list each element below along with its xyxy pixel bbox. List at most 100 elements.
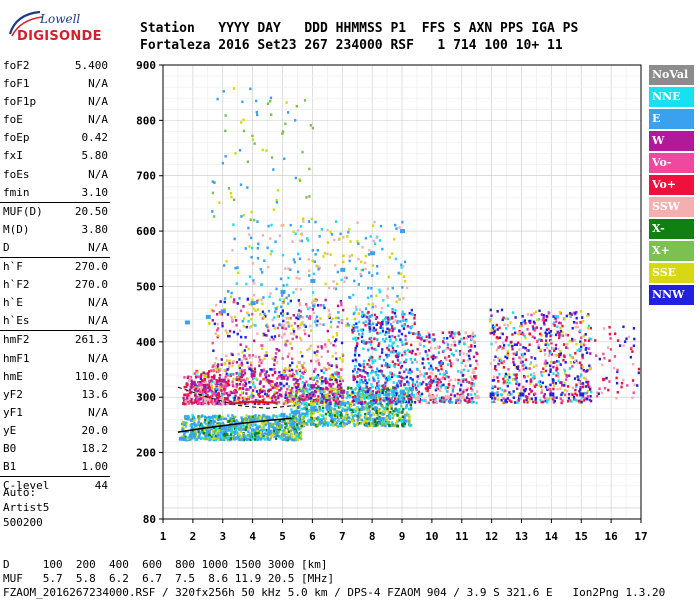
echo-point [370,401,374,404]
echo-point [465,352,469,356]
echo-point [366,371,369,375]
echo-point [304,412,307,416]
echo-point [364,379,367,382]
echo-point [255,99,258,103]
echo-point [408,368,412,371]
echo-point [209,390,212,393]
echo-point [306,410,309,413]
echo-point [490,314,493,318]
echo-point [370,340,373,343]
echo-point [415,388,418,392]
echo-point [430,381,434,384]
echo-point [379,421,383,425]
echo-point [285,431,288,435]
echo-point [297,327,300,330]
echo-point [313,298,317,301]
echo-point [345,411,348,415]
echo-point [356,375,359,378]
echo-point [578,361,582,365]
echo-point [335,333,339,337]
echo-point [313,402,316,405]
echo-point [276,387,279,390]
echo-point [222,417,226,421]
param-separator [0,330,110,332]
echo-point [433,338,436,341]
echo-point [373,424,376,428]
echo-point [301,320,304,324]
echo-point [631,396,634,400]
echo-point [255,430,258,434]
echo-point [253,282,256,285]
echo-point [254,355,257,358]
echo-point [364,315,367,318]
echo-point [340,368,343,371]
echo-point [368,358,371,362]
echo-point [286,427,290,431]
echo-point [314,389,317,393]
echo-point [398,361,402,364]
echo-point [324,401,328,404]
echo-point [249,87,252,91]
echo-point [427,376,430,379]
echo-point [269,429,273,433]
echo-point [246,311,249,315]
echo-point [297,433,300,436]
echo-point [442,337,446,340]
param-value: 20.50 [74,204,108,218]
echo-point [389,401,392,404]
echo-point [502,381,505,385]
echo-point [584,377,588,381]
echo-point [380,424,383,427]
echo-point [498,359,501,363]
echo-point [228,359,231,363]
echo-point [239,309,243,313]
echo-point [237,397,241,400]
echo-point [368,327,372,331]
param-row: yF2 13.6 [0,386,112,404]
echo-point [281,132,284,135]
echo-point [231,380,234,384]
echo-point [341,352,344,356]
echo-point [247,435,250,439]
echo-point [541,400,545,404]
echo-point [371,422,374,426]
echo-point [304,395,307,399]
param-value: 261.3 [74,333,108,347]
echo-point [555,369,558,372]
echo-point [215,417,218,421]
echo-point [268,295,271,299]
echo-point [581,353,584,357]
echo-point [284,391,288,394]
echo-point [280,374,283,377]
echo-point [270,425,273,429]
echo-point [542,316,545,320]
echo-point [308,347,311,351]
echo-point [281,435,284,438]
echo-point [227,429,231,432]
echo-point [256,432,259,435]
echo-point [360,274,363,278]
echo-point [291,428,294,431]
echo-point [376,421,379,424]
echo-point [428,386,431,389]
echo-point [262,369,265,373]
echo-point [578,347,581,351]
echo-point [377,387,381,391]
echo-point [353,353,357,357]
echo-point [329,414,332,418]
echo-point [221,415,224,419]
echo-point [205,437,209,441]
echo-point [357,412,360,416]
echo-point [234,300,237,304]
echo-point [251,370,255,373]
echo-point [424,398,428,402]
echo-point [403,312,406,316]
echo-point [263,432,267,435]
echo-point [224,155,227,158]
echo-point [545,346,549,350]
echo-point [284,394,288,398]
echo-point [278,371,281,374]
echo-point [554,315,558,318]
echo-point [540,313,544,316]
echo-point [507,368,510,371]
